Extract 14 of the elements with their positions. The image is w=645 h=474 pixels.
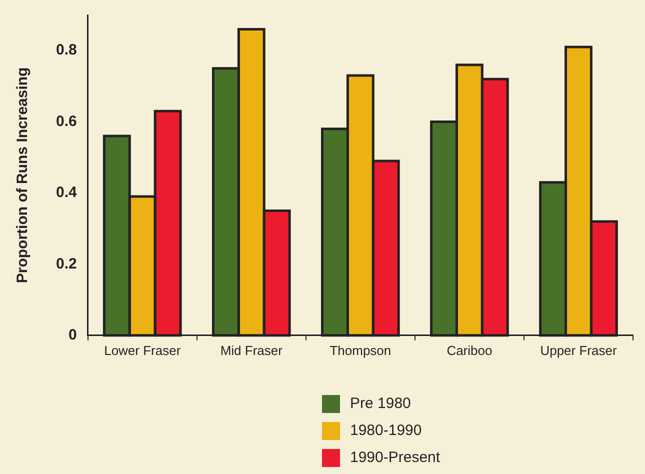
legend-label: 1990-Present	[350, 449, 440, 466]
y-tick-label: 0.4	[56, 184, 78, 202]
x-tick-label: Thompson	[330, 342, 392, 358]
y-axis-title: Proportion of Runs Increasing	[14, 67, 32, 284]
legend-label: 1980-1990	[350, 422, 422, 439]
y-tick-label: 0.2	[56, 255, 77, 272]
y-tick-label: 0.8	[56, 42, 77, 59]
x-tick-label: Upper Fraser	[540, 342, 618, 358]
y-tick-label: 0.6	[56, 112, 77, 130]
x-tick-label: Cariboo	[446, 342, 492, 358]
legend-label: Pre 1980	[350, 395, 411, 412]
y-tick-label: 0	[68, 326, 77, 344]
x-tick-label: Mid Fraser	[220, 342, 284, 358]
x-tick-label: Lower Fraser	[104, 342, 182, 358]
